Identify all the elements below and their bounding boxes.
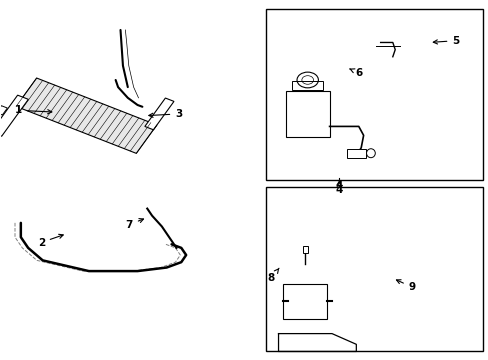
Text: 6: 6	[349, 68, 362, 78]
Bar	[346, 149, 366, 158]
Bar	[144, 98, 174, 130]
Text: 8: 8	[267, 268, 279, 283]
Bar	[0, 106, 7, 115]
Bar	[283, 284, 326, 319]
Text: 7: 7	[125, 219, 143, 230]
Text: 5: 5	[432, 36, 459, 46]
Bar	[285, 91, 329, 137]
Text: 2: 2	[38, 234, 63, 248]
Bar	[292, 81, 323, 90]
Bar	[266, 187, 482, 351]
Text: 9: 9	[396, 280, 415, 292]
Text: 3: 3	[148, 109, 182, 119]
Bar	[266, 9, 482, 180]
Bar	[302, 247, 307, 253]
Bar	[16, 78, 157, 153]
Text: 1: 1	[15, 105, 52, 115]
Text: 4: 4	[335, 185, 342, 195]
Text: 4: 4	[335, 180, 342, 190]
Ellipse shape	[366, 149, 374, 158]
Bar	[0, 95, 28, 136]
